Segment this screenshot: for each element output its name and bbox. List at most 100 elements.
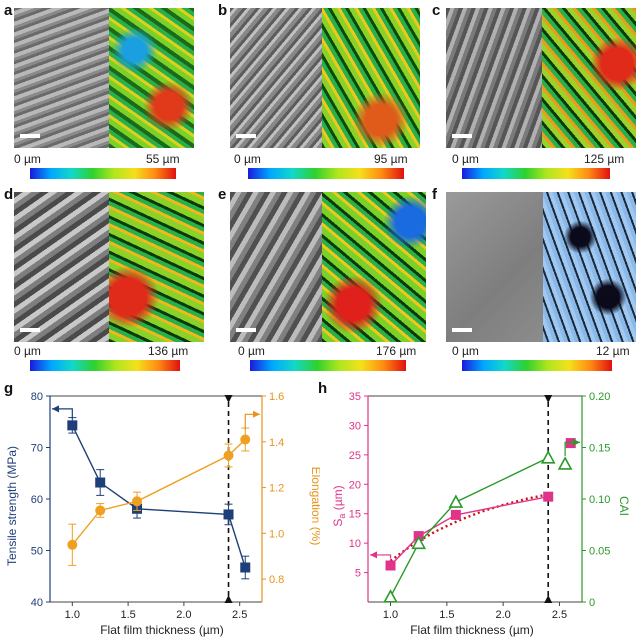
h-series-2-line xyxy=(389,457,549,598)
panel-label-g: g xyxy=(4,380,14,397)
h-series-0-point xyxy=(543,491,554,502)
sem-image-a xyxy=(14,8,109,148)
g-ylabel-right: Elongation (%) xyxy=(309,467,320,546)
h-series-2-point xyxy=(540,450,556,464)
g-dashed-arrow-bottom xyxy=(224,595,233,603)
micrograph-b xyxy=(230,8,420,148)
g-ylabel-left: Tensile strength (MPa) xyxy=(5,446,19,566)
colorbar-a xyxy=(30,168,176,179)
g-x-tick-label: 1.0 xyxy=(65,609,80,621)
h-dashed-arrow-bottom xyxy=(544,595,553,603)
g-x-tick-label: 1.5 xyxy=(120,609,135,621)
g-y-tick-label-right: 1.4 xyxy=(269,437,284,449)
colorbar-min-c: 0 µm xyxy=(452,152,479,166)
scale-bar-a xyxy=(20,134,40,138)
colorbar-max-e: 176 µm xyxy=(376,344,417,358)
g-y-tick-label-left: 60 xyxy=(31,494,43,506)
panel-label-f: f xyxy=(432,186,437,203)
scale-bar-c xyxy=(452,134,472,138)
sem-image-f xyxy=(446,192,543,342)
g-y-tick-label-left: 50 xyxy=(31,546,43,558)
g-right-axis-indicator xyxy=(244,413,260,430)
height-map-c xyxy=(542,8,636,148)
scale-bar-e xyxy=(236,328,256,332)
g-y-tick-label-right: 1.2 xyxy=(269,483,284,495)
g-xlabel: Flat film thickness (µm) xyxy=(100,623,224,637)
h-series-0-line xyxy=(390,495,549,566)
g-series-0-point xyxy=(95,477,106,488)
chart-h: Sa (µm) CAI Flat film thickness (µm) 1.0… xyxy=(331,391,631,637)
chart-g: Tensile strength (MPa) Elongation (%) Fl… xyxy=(5,391,320,637)
h-y-tick-label-left: 30 xyxy=(349,420,361,432)
sem-image-b xyxy=(230,8,322,148)
h-xlabel: Flat film thickness (µm) xyxy=(410,623,534,637)
g-series-0-line xyxy=(71,425,246,568)
h-ylabel-left-main: S xyxy=(331,519,345,527)
colorbar-b xyxy=(248,168,404,179)
h-y-tick-label-left: 10 xyxy=(349,538,361,550)
colorbar-d xyxy=(30,360,180,371)
h-y-tick-label-right: 0.15 xyxy=(589,443,610,455)
micrograph-a xyxy=(14,8,194,148)
h-x-tick-label: 1.0 xyxy=(383,609,398,621)
height-map-a xyxy=(109,8,194,148)
colorbar-max-a: 55 µm xyxy=(146,152,180,166)
h-series-2-point xyxy=(383,589,398,603)
colorbar-min-f: 0 µm xyxy=(452,344,479,358)
colorbar-min-d: 0 µm xyxy=(14,344,41,358)
sem-image-d xyxy=(14,192,109,342)
g-y-tick-label-left: 40 xyxy=(31,597,43,609)
colorbar-min-e: 0 µm xyxy=(238,344,265,358)
g-y-tick-label-left: 70 xyxy=(31,443,43,455)
h-dashed-arrow-top xyxy=(544,395,553,403)
h-x-tick-label: 2.5 xyxy=(552,609,567,621)
scale-bar-d xyxy=(20,328,40,332)
h-y-tick-label-left: 15 xyxy=(349,509,361,521)
h-y-tick-label-left: 5 xyxy=(355,568,361,580)
h-ylabel-right: CAI xyxy=(617,496,631,516)
scale-bar-f xyxy=(452,328,472,332)
g-x-tick-label: 2.0 xyxy=(176,609,191,621)
h-left-axis-arrowhead xyxy=(370,551,377,559)
colorbar-max-c: 125 µm xyxy=(584,152,625,166)
colorbar-c xyxy=(462,168,610,179)
panel-label-b: b xyxy=(218,2,228,19)
micrograph-e xyxy=(230,192,426,342)
panel-label-a: a xyxy=(4,2,13,19)
h-y-tick-label-right: 0.10 xyxy=(589,494,610,506)
sem-image-e xyxy=(230,192,322,342)
panel-label-h: h xyxy=(318,380,328,397)
h-y-tick-label-right: 0 xyxy=(589,597,595,609)
g-y-tick-label-right: 1.6 xyxy=(269,391,284,403)
g-right-axis-arrowhead xyxy=(253,410,260,418)
colorbar-e xyxy=(250,360,406,371)
h-x-tick-label: 1.5 xyxy=(439,609,454,621)
h-y-tick-label-left: 25 xyxy=(349,450,361,462)
height-map-f xyxy=(543,192,636,342)
colorbar-max-d: 136 µm xyxy=(148,344,189,358)
h-series-2-point xyxy=(411,535,427,550)
g-series-1-point xyxy=(95,505,106,516)
g-series-1-point xyxy=(223,450,234,461)
g-series-1-line xyxy=(71,438,246,546)
h-y-tick-label-right: 0.20 xyxy=(589,391,610,403)
g-x-tick-label: 2.5 xyxy=(232,609,247,621)
micrograph-c xyxy=(446,8,636,148)
h-series-0-point xyxy=(385,560,396,571)
colorbar-f xyxy=(462,360,612,371)
h-ylabel-left-unit: (µm) xyxy=(331,485,345,513)
g-series-0-point xyxy=(67,420,78,431)
micrograph-f xyxy=(446,192,636,342)
panel-label-d: d xyxy=(4,186,14,203)
height-map-b xyxy=(322,8,420,148)
panel-label-c: c xyxy=(432,2,441,19)
h-ylabel-left: Sa (µm) xyxy=(331,485,347,526)
height-map-d xyxy=(109,192,204,342)
colorbar-min-a: 0 µm xyxy=(14,152,41,166)
h-series-0-point xyxy=(450,509,461,520)
colorbar-max-f: 12 µm xyxy=(596,344,630,358)
h-x-tick-label: 2.0 xyxy=(496,609,511,621)
h-y-tick-label-left: 35 xyxy=(349,391,361,403)
h-y-tick-label-left: 20 xyxy=(349,479,361,491)
g-y-tick-label-left: 80 xyxy=(31,391,43,403)
